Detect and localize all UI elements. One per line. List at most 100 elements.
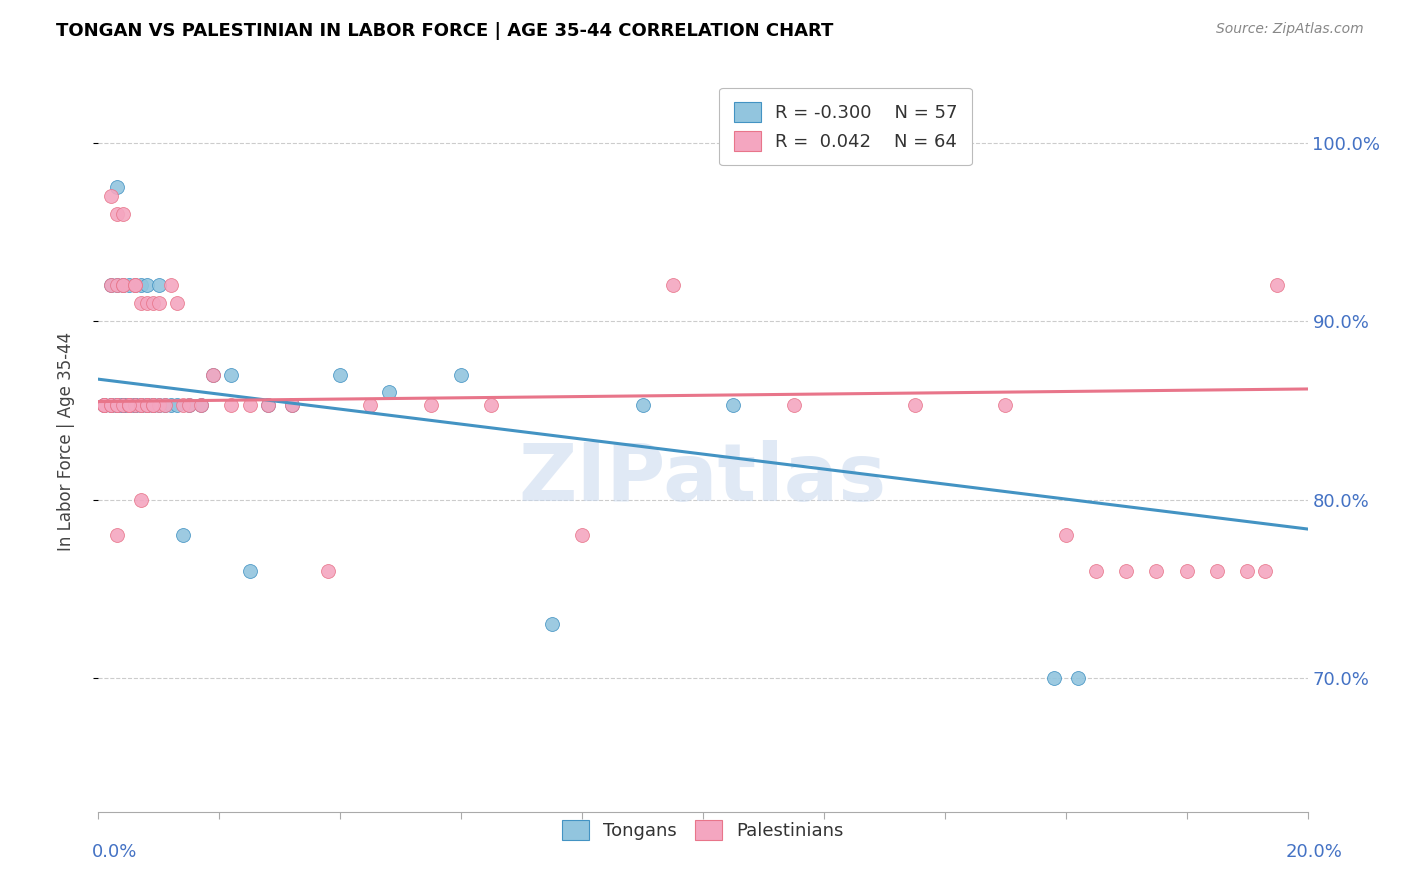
- Point: [904, 398, 927, 412]
- Point: [202, 368, 225, 382]
- Point: [723, 398, 745, 412]
- Point: [135, 296, 157, 310]
- Point: [129, 398, 152, 412]
- Point: [1054, 528, 1077, 542]
- Point: [142, 398, 165, 412]
- Point: [111, 398, 134, 412]
- Point: [160, 278, 183, 293]
- Point: [135, 398, 157, 412]
- Point: [160, 398, 183, 412]
- Point: [100, 278, 122, 293]
- Point: [377, 385, 399, 400]
- Point: [1115, 564, 1137, 578]
- Point: [124, 398, 146, 412]
- Point: [148, 278, 170, 293]
- Point: [105, 207, 128, 221]
- Point: [118, 398, 141, 412]
- Point: [142, 296, 165, 310]
- Point: [450, 368, 472, 382]
- Point: [135, 398, 157, 412]
- Point: [93, 398, 115, 412]
- Point: [105, 398, 128, 412]
- Point: [111, 278, 134, 293]
- Point: [105, 398, 128, 412]
- Point: [118, 398, 141, 412]
- Point: [281, 398, 304, 412]
- Point: [118, 278, 141, 293]
- Point: [135, 398, 157, 412]
- Point: [93, 398, 115, 412]
- Point: [420, 398, 443, 412]
- Point: [1267, 278, 1289, 293]
- Point: [129, 398, 152, 412]
- Point: [100, 278, 122, 293]
- Point: [129, 492, 152, 507]
- Point: [142, 398, 165, 412]
- Point: [179, 398, 201, 412]
- Point: [105, 278, 128, 293]
- Text: ZIPatlas: ZIPatlas: [519, 440, 887, 517]
- Point: [124, 278, 146, 293]
- Point: [111, 398, 134, 412]
- Point: [124, 398, 146, 412]
- Point: [118, 398, 141, 412]
- Point: [93, 398, 115, 412]
- Point: [1206, 564, 1229, 578]
- Point: [100, 398, 122, 412]
- Point: [631, 398, 654, 412]
- Point: [316, 564, 339, 578]
- Point: [135, 398, 157, 412]
- Point: [105, 398, 128, 412]
- Point: [153, 398, 176, 412]
- Point: [142, 398, 165, 412]
- Point: [105, 528, 128, 542]
- Point: [105, 398, 128, 412]
- Point: [124, 278, 146, 293]
- Point: [1254, 564, 1277, 578]
- Point: [111, 398, 134, 412]
- Point: [813, 136, 835, 150]
- Point: [281, 398, 304, 412]
- Point: [100, 189, 122, 203]
- Point: [118, 398, 141, 412]
- Point: [1236, 564, 1258, 578]
- Point: [172, 528, 194, 542]
- Point: [118, 398, 141, 412]
- Point: [118, 398, 141, 412]
- Point: [124, 398, 146, 412]
- Point: [221, 368, 243, 382]
- Point: [124, 398, 146, 412]
- Point: [1175, 564, 1198, 578]
- Y-axis label: In Labor Force | Age 35-44: In Labor Force | Age 35-44: [56, 332, 75, 551]
- Point: [783, 398, 806, 412]
- Point: [239, 564, 262, 578]
- Point: [100, 398, 122, 412]
- Legend: Tongans, Palestinians: Tongans, Palestinians: [554, 813, 852, 847]
- Point: [994, 398, 1017, 412]
- Point: [1067, 671, 1090, 685]
- Point: [118, 398, 141, 412]
- Point: [190, 398, 212, 412]
- Point: [111, 278, 134, 293]
- Point: [142, 398, 165, 412]
- Point: [329, 368, 352, 382]
- Point: [105, 278, 128, 293]
- Point: [1144, 564, 1167, 578]
- Point: [221, 398, 243, 412]
- Point: [135, 278, 157, 293]
- Point: [360, 398, 382, 412]
- Point: [93, 398, 115, 412]
- Point: [111, 398, 134, 412]
- Point: [129, 398, 152, 412]
- Point: [118, 398, 141, 412]
- Text: Source: ZipAtlas.com: Source: ZipAtlas.com: [1216, 22, 1364, 37]
- Point: [148, 398, 170, 412]
- Point: [124, 278, 146, 293]
- Point: [93, 398, 115, 412]
- Point: [148, 398, 170, 412]
- Point: [148, 296, 170, 310]
- Point: [111, 398, 134, 412]
- Point: [111, 398, 134, 412]
- Point: [481, 398, 503, 412]
- Point: [129, 296, 152, 310]
